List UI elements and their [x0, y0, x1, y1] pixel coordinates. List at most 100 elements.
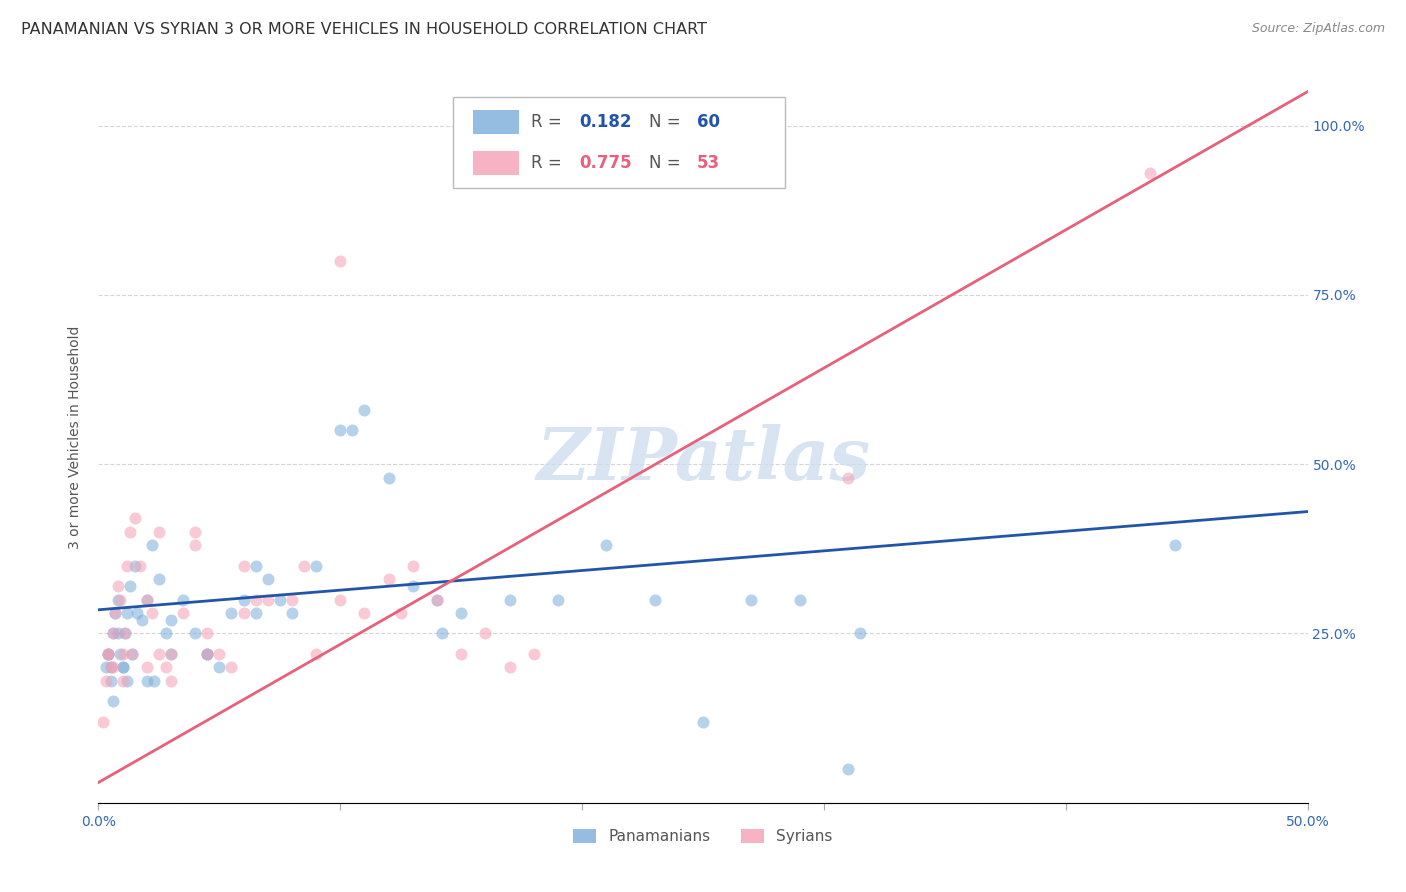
Point — [148, 524, 170, 539]
Point — [245, 558, 267, 573]
Point — [94, 673, 117, 688]
Point — [100, 660, 122, 674]
Point — [426, 592, 449, 607]
Point — [172, 606, 194, 620]
Point — [269, 592, 291, 607]
Point — [155, 660, 177, 674]
Point — [160, 647, 183, 661]
Point — [305, 647, 328, 661]
Point — [245, 606, 267, 620]
Point — [107, 592, 129, 607]
Point — [121, 647, 143, 661]
Point — [141, 606, 163, 620]
Point — [430, 626, 453, 640]
Point — [389, 606, 412, 620]
Point — [127, 606, 149, 620]
Point — [232, 606, 254, 620]
Point — [256, 592, 278, 607]
Point — [121, 647, 143, 661]
Point — [111, 660, 134, 674]
Point — [135, 592, 157, 607]
Point — [100, 660, 122, 674]
Point — [450, 606, 472, 620]
Point — [108, 592, 131, 607]
Point — [118, 579, 141, 593]
Point — [101, 626, 124, 640]
Point — [789, 592, 811, 607]
Text: R =: R = — [531, 153, 567, 171]
Text: N =: N = — [648, 113, 686, 131]
Y-axis label: 3 or more Vehicles in Household: 3 or more Vehicles in Household — [69, 326, 83, 549]
Point — [97, 647, 120, 661]
Text: Source: ZipAtlas.com: Source: ZipAtlas.com — [1251, 22, 1385, 36]
Point — [595, 538, 617, 552]
Point — [232, 558, 254, 573]
Point — [1163, 538, 1185, 552]
Point — [184, 626, 207, 640]
Point — [305, 558, 328, 573]
Point — [256, 572, 278, 586]
Point — [498, 592, 520, 607]
Point — [402, 558, 425, 573]
Point — [281, 606, 304, 620]
Point — [644, 592, 666, 607]
Point — [353, 606, 375, 620]
Text: 53: 53 — [697, 153, 720, 171]
Legend: Panamanians, Syrians: Panamanians, Syrians — [567, 822, 839, 850]
Point — [148, 647, 170, 661]
Point — [148, 572, 170, 586]
Point — [245, 592, 267, 607]
Point — [100, 673, 122, 688]
Point — [195, 626, 218, 640]
Point — [135, 592, 157, 607]
Point — [97, 647, 120, 661]
Point — [195, 647, 218, 661]
Point — [91, 714, 114, 729]
Point — [837, 762, 859, 776]
Point — [342, 423, 364, 437]
Point — [118, 524, 141, 539]
Point — [114, 626, 136, 640]
Point — [172, 592, 194, 607]
Point — [426, 592, 449, 607]
Point — [281, 592, 304, 607]
Point — [135, 660, 157, 674]
Point — [160, 613, 183, 627]
Point — [160, 647, 183, 661]
FancyBboxPatch shape — [453, 97, 785, 188]
Point — [124, 511, 146, 525]
Point — [740, 592, 762, 607]
Point — [450, 647, 472, 661]
Point — [141, 538, 163, 552]
Text: 0.182: 0.182 — [579, 113, 633, 131]
Point — [208, 660, 231, 674]
Point — [837, 471, 859, 485]
Point — [117, 606, 139, 620]
Point — [101, 626, 124, 640]
Point — [353, 403, 375, 417]
Point — [97, 647, 120, 661]
Point — [117, 558, 139, 573]
Text: 60: 60 — [697, 113, 720, 131]
Point — [292, 558, 315, 573]
Point — [135, 673, 157, 688]
Point — [104, 606, 127, 620]
FancyBboxPatch shape — [474, 151, 519, 175]
Point — [107, 579, 129, 593]
Text: 0.775: 0.775 — [579, 153, 633, 171]
Point — [108, 647, 131, 661]
Point — [547, 592, 569, 607]
Point — [94, 660, 117, 674]
Point — [117, 673, 139, 688]
Point — [208, 647, 231, 661]
Text: R =: R = — [531, 113, 567, 131]
Point — [377, 572, 399, 586]
Point — [329, 592, 352, 607]
Point — [143, 673, 166, 688]
Point — [97, 647, 120, 661]
Point — [523, 647, 546, 661]
Point — [195, 647, 218, 661]
Point — [128, 558, 150, 573]
Text: PANAMANIAN VS SYRIAN 3 OR MORE VEHICLES IN HOUSEHOLD CORRELATION CHART: PANAMANIAN VS SYRIAN 3 OR MORE VEHICLES … — [21, 22, 707, 37]
Point — [111, 660, 134, 674]
